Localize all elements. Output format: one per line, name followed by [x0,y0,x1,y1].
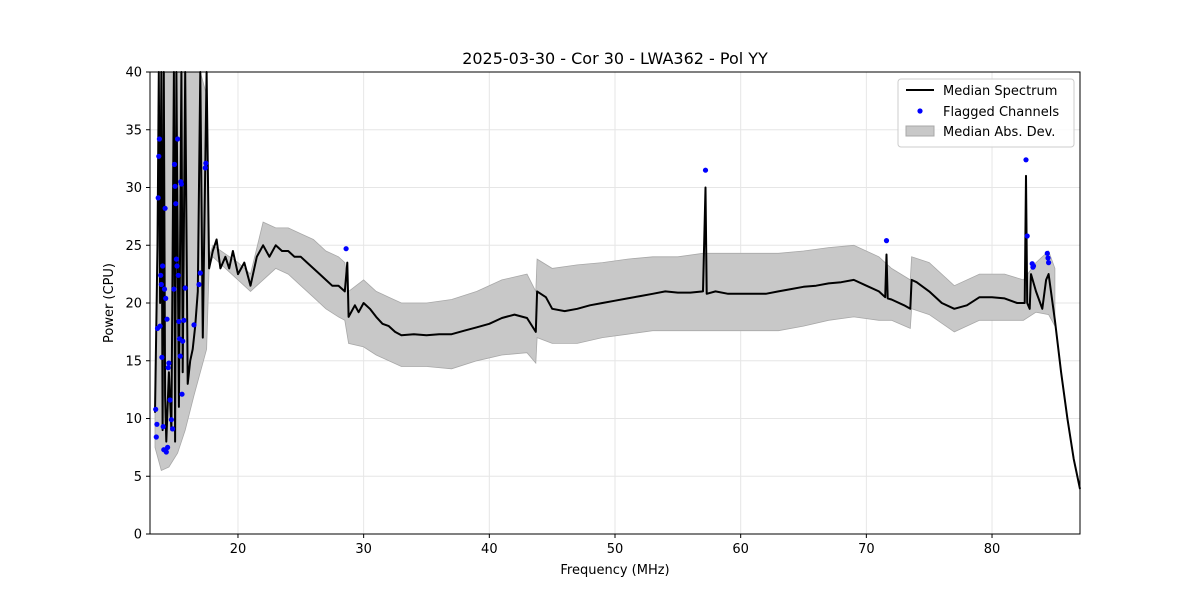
y-tick-label: 25 [125,239,142,254]
y-tick-label: 30 [125,181,142,196]
flagged-channel-point [160,424,166,430]
flagged-channel-point [164,316,170,322]
flagged-channel-point [173,256,179,262]
y-tick-label: 10 [125,412,142,427]
flagged-channel-point [158,272,164,278]
x-tick-label: 30 [355,542,372,557]
flagged-channel-point [1024,233,1030,239]
x-axis-label: Frequency (MHz) [560,563,669,578]
flagged-channel-point [197,270,203,276]
flagged-channel-point [163,295,169,301]
flagged-channel-point [158,281,164,288]
flagged-channel-point [172,183,178,189]
y-tick-label: 5 [134,470,142,485]
flagged-channel-point [153,434,159,440]
y-axis-label: Power (CPU) [102,263,117,343]
flagged-channel-point [159,354,165,360]
flagged-channel-point [166,360,172,366]
flagged-channel-point [202,165,208,171]
flagged-channel-point [1023,157,1029,163]
flagged-channel-point [1030,263,1037,269]
flagged-channel-point [1044,250,1050,256]
flagged-channel-point [1045,255,1051,261]
flagged-channel-point [175,136,181,142]
flagged-channel-point [203,160,209,166]
y-tick-label: 15 [125,354,142,369]
flagged-channel-point [157,323,163,329]
flagged-channel-point [174,263,180,269]
flagged-channel-point [155,195,161,201]
flagged-channel-point [883,238,890,244]
flagged-channel-point [160,263,166,269]
flagged-channel-point [153,406,159,412]
flagged-channel-point [182,285,188,291]
flagged-channel-point [162,205,168,211]
flagged-channel-point [170,426,176,432]
x-tick-label: 20 [230,542,247,557]
x-axis-ticks: 20 30 40 50 60 70 80 [230,534,1001,557]
legend-label-median-spectrum: Median Spectrum [943,84,1057,99]
flagged-channel-point [165,444,171,450]
legend: Median Spectrum Flagged Channels Median … [897,78,1075,148]
flagged-channel-point [168,417,174,423]
flagged-channel-point [1046,260,1052,266]
flagged-channel-point [175,272,181,278]
legend-label-flagged-channels: Flagged Channels [943,105,1059,120]
x-tick-label: 80 [984,542,1001,557]
flagged-channel-point [179,391,185,397]
flagged-channel-point [191,322,197,328]
flagged-channel-point [171,286,177,292]
y-tick-label: 20 [125,297,142,312]
flagged-channel-point [161,286,168,292]
y-tick-label: 35 [125,123,142,138]
y-axis-ticks: 0 5 10 15 20 25 30 35 40 [125,66,150,543]
median-line-layer [154,71,1081,490]
flagged-channel-point [176,318,182,325]
flagged-channel-point [178,181,184,187]
x-tick-label: 40 [481,542,498,557]
flagged-channel-point [163,449,169,455]
x-tick-label: 60 [732,542,749,557]
legend-patch-swatch [905,125,935,137]
flagged-channel-point [156,153,162,159]
legend-marker-swatch [917,108,923,114]
flagged-channel-point [343,246,349,252]
flagged-channel-point [177,353,183,359]
x-tick-label: 70 [858,542,875,557]
y-tick-label: 40 [125,66,142,81]
y-tick-label: 0 [134,528,142,543]
median-spectrum-line [154,71,1081,490]
legend-box [897,78,1075,148]
legend-label-median-abs-dev: Median Abs. Dev. [943,125,1055,140]
flagged-channel-point [181,317,187,323]
flagged-channel-point [180,338,186,344]
x-tick-label: 50 [607,542,624,557]
flagged-points-layer [153,136,1052,455]
flagged-channel-point [165,365,171,371]
chart-title: 2025-03-30 - Cor 30 - LWA362 - Pol YY [462,49,768,68]
flagged-channel-point [171,161,178,167]
flagged-channel-point [167,397,173,403]
flagged-channel-point [702,167,709,173]
flagged-channel-point [196,281,202,288]
flagged-channel-point [173,201,179,207]
flagged-channel-point [154,421,160,427]
flagged-channel-point [156,136,162,142]
